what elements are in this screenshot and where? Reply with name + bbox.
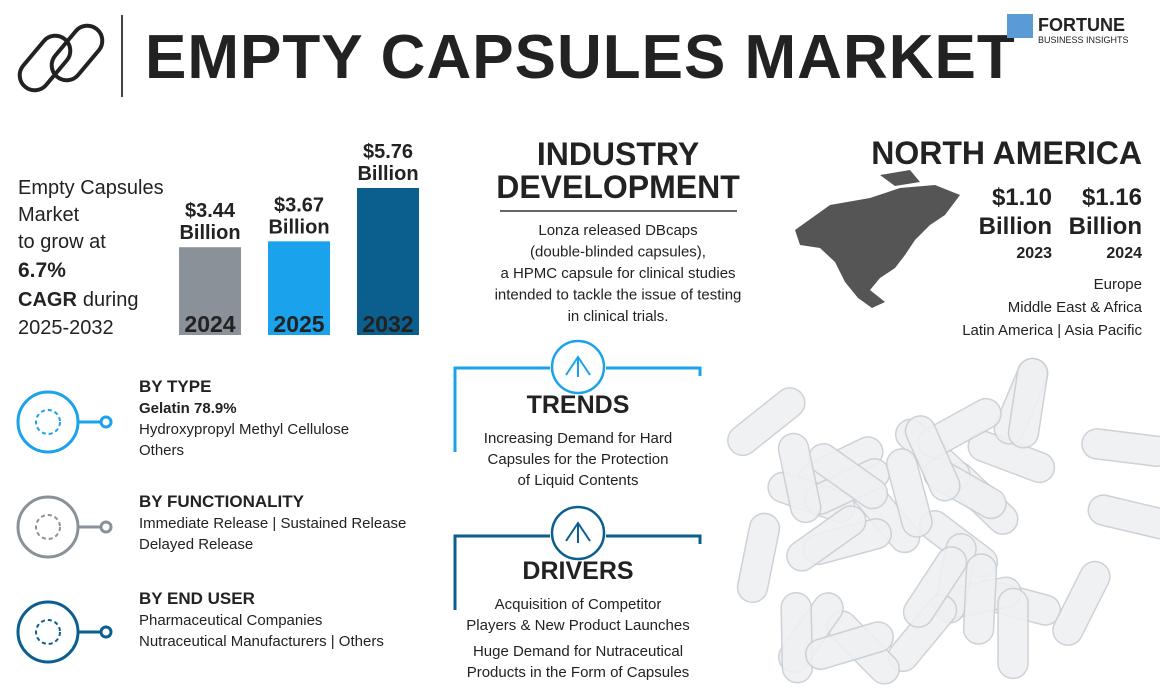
capsule [1081, 428, 1160, 467]
box-frame [453, 534, 702, 610]
bar-unit: Billion [179, 222, 240, 244]
development-text: in clinical trials. [568, 308, 669, 325]
segment-item: Others [139, 442, 184, 459]
growth-text: Market [18, 204, 80, 226]
box-glyph [565, 355, 591, 377]
segment-highlight: Gelatin 78.9% [139, 400, 237, 417]
development-text: intended to tackle the issue of testing [495, 287, 742, 304]
capsule [1052, 560, 1111, 646]
segment-title: BY FUNCTIONALITY [139, 492, 305, 511]
bar-year: 2024 [184, 311, 235, 337]
region-amount: $1.10 [992, 184, 1052, 211]
segment-icon [16, 390, 80, 454]
segment-glyph [35, 619, 61, 645]
bar-unit: Billion [268, 216, 329, 238]
development-text: a HPMC capsule for clinical studies [500, 265, 735, 282]
bar-unit: Billion [357, 163, 418, 185]
bar [357, 188, 419, 335]
section-title: DEVELOPMENT [496, 169, 740, 205]
growth-text: to grow at [18, 231, 106, 253]
bar-year: 2032 [362, 311, 413, 337]
region-title: NORTH AMERICA [871, 135, 1142, 171]
driver-text: Players & New Product Launches [466, 617, 689, 634]
segment-title: BY TYPE [139, 377, 211, 396]
map [795, 170, 960, 308]
segment-dot [99, 520, 113, 534]
other-region: Europe [1094, 276, 1142, 293]
segment-title: BY END USER [139, 589, 255, 608]
bar-value: $3.67 [274, 194, 324, 216]
box-title: TRENDS [527, 391, 630, 419]
driver-text: Acquisition of Competitor [495, 596, 662, 613]
region-year: 2024 [1106, 245, 1142, 262]
cagr-label: CAGR [18, 289, 77, 311]
capsule [727, 387, 806, 457]
other-region: Latin America | Asia Pacific [962, 322, 1142, 339]
section-title: INDUSTRY [537, 136, 699, 172]
trend-text: of Liquid Contents [518, 472, 639, 489]
region-unit: Billion [979, 213, 1052, 240]
box-glyph [565, 521, 591, 543]
period: 2025-2032 [18, 317, 114, 339]
capsule [807, 443, 889, 510]
segment-item: Immediate Release | Sustained Release [139, 515, 406, 532]
logo-mark [1007, 14, 1033, 38]
trend-text: Capsules for the Protection [488, 451, 669, 468]
bar-value: $3.44 [185, 200, 236, 222]
region-amount: $1.16 [1082, 184, 1142, 211]
capsule [736, 512, 781, 603]
segment-item: Delayed Release [139, 536, 253, 553]
segment-item: Pharmaceutical Companies [139, 612, 322, 629]
capsule [777, 432, 822, 524]
segment-dot [99, 625, 113, 639]
development-text: (double-blinded capsules), [530, 244, 706, 261]
box-title: DRIVERS [522, 557, 633, 585]
capsule [962, 553, 998, 645]
capsule [804, 621, 894, 671]
capsule-icon [17, 23, 105, 93]
segment-icon [16, 600, 80, 664]
capsule [885, 448, 933, 538]
region-unit: Billion [1069, 213, 1142, 240]
cagr-suffix: during [83, 289, 139, 311]
capsule [902, 546, 968, 628]
segment-glyph [35, 409, 61, 435]
growth-text: Empty Capsules [18, 177, 164, 199]
capsule [997, 587, 1029, 680]
segment-glyph [35, 514, 61, 540]
other-region: Middle East & Africa [1008, 299, 1143, 316]
capsule [786, 505, 867, 572]
logo-name: FORTUNE [1038, 15, 1125, 35]
capsule [780, 591, 814, 684]
region-year: 2023 [1016, 245, 1052, 262]
segment-icon [16, 495, 80, 559]
logo-tagline: BUSINESS INSIGHTS [1038, 35, 1129, 45]
bar [179, 247, 241, 335]
driver-text: Huge Demand for Nutraceutical [473, 643, 683, 660]
title: EMPTY CAPSULES MARKET [145, 23, 1016, 92]
capsule [1007, 357, 1049, 449]
bar-value: $5.76 [363, 141, 413, 163]
driver-text: Products in the Form of Capsules [467, 664, 690, 681]
segment-item: Hydroxypropyl Methyl Cellulose [139, 421, 349, 438]
capsule [904, 415, 961, 502]
capsule [1087, 494, 1160, 540]
segment-dot [99, 415, 113, 429]
box-frame [453, 366, 702, 452]
bar [268, 241, 330, 335]
capsule-photo [727, 357, 1160, 685]
development-text: Lonza released DBcaps [538, 222, 697, 239]
segment-item: Nutraceutical Manufacturers | Others [139, 633, 384, 650]
cagr-value: 6.7% [18, 259, 66, 282]
trend-text: Increasing Demand for Hard [484, 430, 672, 447]
bar-year: 2025 [273, 311, 324, 337]
